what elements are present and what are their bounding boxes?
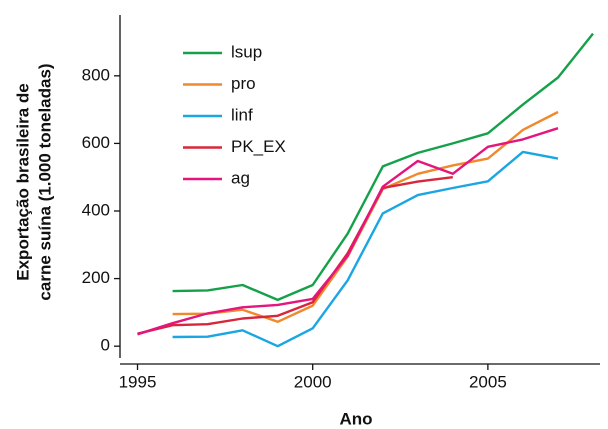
- y-tick-label: 800: [82, 65, 110, 84]
- series-line: [137, 127, 559, 336]
- y-tick-label: 400: [82, 200, 110, 219]
- x-axis-label: Ano: [339, 409, 372, 428]
- legend-label: ag: [231, 168, 250, 187]
- x-tick-label: 2000: [294, 372, 332, 391]
- legend-label: linf: [231, 105, 253, 124]
- series-line: [137, 176, 453, 335]
- legend-label: PK_EX: [231, 137, 286, 156]
- y-tick-label: 200: [82, 268, 110, 287]
- y-axis-label: Exportação brasileira de: [13, 83, 32, 280]
- x-tick-label: 1995: [119, 372, 157, 391]
- series-line: [172, 32, 594, 302]
- y-tick-label: 0: [101, 336, 110, 355]
- y-axis-label: carne suína (1.000 toneladas): [35, 63, 54, 300]
- legend-label: pro: [231, 74, 256, 93]
- series-line: [172, 150, 559, 348]
- legend-label: lsup: [231, 42, 262, 61]
- y-tick-label: 600: [82, 133, 110, 152]
- x-tick-label: 2005: [469, 372, 507, 391]
